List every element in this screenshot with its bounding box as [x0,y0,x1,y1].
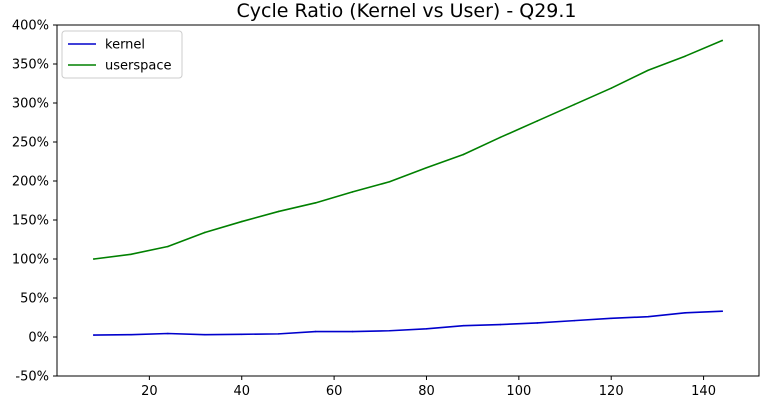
y-tick-label: 100% [12,253,49,268]
data-point-userspace [462,153,465,156]
data-point-kernel [647,315,649,318]
legend-label-userspace: userspace [105,59,172,74]
data-point-kernel [240,333,243,336]
data-point-kernel [93,334,95,336]
data-point-userspace [499,136,502,139]
x-tick-label: 40 [233,384,250,399]
data-point-kernel [388,329,391,332]
data-point-userspace [203,231,206,234]
y-tick-label: 150% [12,214,49,229]
data-point-kernel [610,317,613,320]
series-line-userspace [93,39,724,260]
x-tick-label: 60 [326,384,343,399]
data-point-kernel [684,312,686,314]
data-point-kernel [536,322,539,324]
legend-label-kernel: kernel [105,38,145,53]
data-point-kernel [573,319,576,322]
data-point-userspace [240,220,243,223]
data-point-userspace [130,253,132,256]
y-tick-label: 0% [28,331,49,346]
x-tick-label: 120 [599,384,624,399]
data-point-userspace [167,245,169,248]
x-axis: 20 40 60 80 100 120 140 [141,376,716,399]
data-point-userspace [93,258,95,260]
data-point-userspace [573,103,576,106]
x-tick-label: 20 [141,384,158,399]
data-point-userspace [351,191,354,193]
data-point-userspace [277,210,280,213]
x-tick-label: 80 [418,384,435,399]
chart-title: Cycle Ratio (Kernel vs User) - Q29.1 [236,0,576,22]
data-point-userspace [721,39,723,42]
y-tick-label: 200% [12,175,49,190]
data-point-kernel [351,330,354,333]
data-point-kernel [721,310,723,313]
data-point-kernel [167,332,169,335]
data-point-kernel [203,333,206,336]
y-tick-label: 250% [12,136,49,151]
data-point-userspace [684,55,686,57]
data-point-kernel [277,333,280,335]
x-tick-label: 100 [506,384,531,399]
data-point-kernel [425,328,428,330]
data-point-userspace [425,166,428,169]
y-tick-label: 350% [12,58,49,73]
series-layer [93,39,724,336]
data-point-userspace [647,69,649,72]
y-tick-label: 300% [12,97,49,112]
x-tick-label: 140 [691,384,716,399]
data-point-kernel [314,330,317,333]
data-point-userspace [610,87,613,89]
data-point-kernel [130,333,132,336]
y-axis: -50% 0% 50% 100% 150% 200% 250% 300% 350% 400% [12,19,57,385]
data-point-userspace [536,120,539,122]
series-line-kernel [93,310,723,336]
data-point-kernel [462,324,465,327]
y-tick-label: -50% [15,370,49,385]
y-tick-label: 400% [12,19,49,34]
legend-box [61,30,183,79]
data-point-userspace [388,180,391,183]
legend: kernel userspace [61,30,183,79]
data-point-kernel [499,323,502,326]
y-tick-label: 50% [20,292,49,307]
data-point-userspace [314,202,317,204]
